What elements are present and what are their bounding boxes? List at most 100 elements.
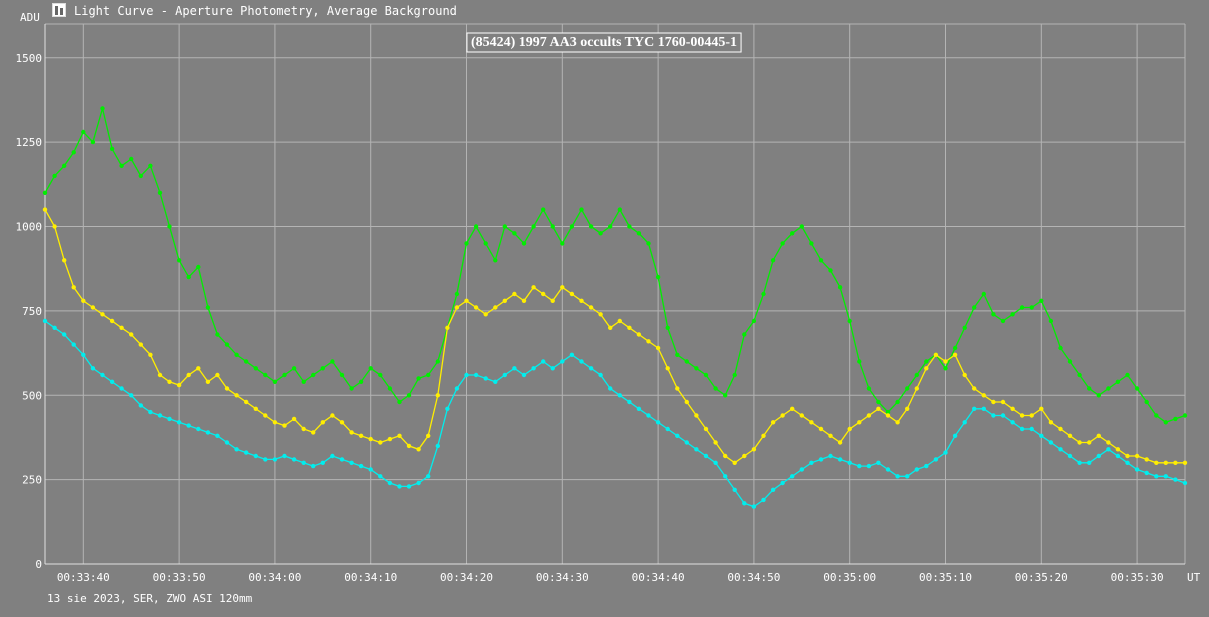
data-point-green (282, 372, 287, 378)
data-point-yellow (138, 342, 143, 347)
data-point-yellow (406, 443, 412, 449)
data-point-yellow (924, 366, 929, 371)
data-point-green (885, 409, 891, 415)
data-point-yellow (770, 420, 776, 425)
data-point-green (876, 399, 881, 405)
data-point-cyan (828, 453, 833, 459)
data-point-green (560, 241, 565, 246)
x-tick-label: 00:34:00 (248, 571, 301, 584)
data-point-green (608, 224, 613, 229)
data-point-green (1019, 305, 1025, 310)
data-point-yellow (148, 352, 153, 357)
light-curve-app-icon[interactable] (52, 3, 66, 17)
data-point-yellow (61, 258, 67, 263)
x-tick-label: 00:34:30 (536, 571, 589, 584)
data-point-yellow (339, 420, 345, 425)
data-point-green (138, 173, 143, 179)
data-point-yellow (1067, 433, 1073, 438)
data-point-yellow (876, 406, 881, 411)
data-point-cyan (320, 460, 325, 465)
data-point-cyan (837, 457, 843, 462)
y-tick-label: 1000 (16, 221, 43, 234)
data-point-green (330, 359, 335, 364)
data-point-green (770, 258, 776, 263)
data-point-yellow (1029, 413, 1034, 418)
data-point-yellow (330, 413, 335, 418)
data-point-green (435, 359, 440, 364)
x-tick-label: 00:33:40 (57, 571, 110, 584)
x-tick-label: 00:35:10 (919, 571, 972, 584)
data-point-yellow (579, 298, 584, 303)
data-point-cyan (1077, 460, 1082, 465)
data-point-yellow (426, 433, 431, 438)
data-point-cyan (627, 399, 632, 405)
data-point-cyan (42, 318, 48, 324)
data-point-green (426, 372, 431, 378)
data-point-green (358, 379, 364, 384)
x-tick-label: 00:35:20 (1015, 571, 1068, 584)
data-point-cyan (435, 443, 440, 449)
y-tick-label: 750 (22, 305, 42, 318)
data-point-cyan (636, 406, 642, 411)
data-point-yellow (866, 413, 872, 418)
data-point-cyan (550, 366, 555, 371)
data-point-yellow (71, 285, 76, 290)
data-point-yellow (157, 372, 163, 378)
data-point-green (119, 163, 124, 168)
data-point-cyan (972, 406, 977, 411)
data-point-yellow (991, 399, 996, 405)
data-point-yellow (828, 433, 833, 438)
data-point-yellow (129, 332, 134, 337)
data-point-cyan (914, 467, 919, 472)
data-point-yellow (1173, 460, 1178, 465)
data-point-cyan (1048, 440, 1054, 445)
series-cyan (42, 318, 1188, 509)
y-tick-label: 0 (35, 558, 42, 571)
data-point-yellow (493, 305, 498, 310)
data-point-yellow (464, 298, 469, 303)
data-point-yellow (186, 372, 191, 378)
data-point-green (1058, 345, 1063, 351)
data-point-green (90, 139, 96, 145)
data-point-yellow (713, 440, 718, 445)
data-point-cyan (196, 426, 201, 432)
data-point-cyan (349, 460, 354, 465)
data-point-green (1067, 359, 1073, 364)
data-point-yellow (1115, 447, 1121, 452)
data-point-cyan (109, 379, 115, 384)
data-point-cyan (119, 386, 124, 391)
data-point-yellow (1019, 413, 1025, 418)
window-title: Light Curve - Aperture Photometry, Avera… (74, 4, 457, 18)
data-point-yellow (387, 436, 393, 442)
data-point-cyan (157, 413, 163, 418)
data-point-cyan (588, 366, 594, 371)
data-point-green (1125, 372, 1130, 378)
data-point-yellow (1077, 440, 1082, 445)
data-point-yellow (109, 318, 115, 324)
series-green (42, 105, 1188, 425)
data-point-cyan (1163, 474, 1169, 479)
data-point-yellow (445, 325, 450, 330)
data-point-yellow (234, 393, 239, 398)
data-point-yellow (253, 406, 258, 411)
data-point-green (646, 241, 651, 246)
data-point-cyan (368, 467, 373, 472)
y-tick-label: 250 (22, 474, 42, 487)
data-point-cyan (339, 457, 345, 462)
data-point-yellow (272, 420, 278, 425)
data-point-cyan (905, 474, 910, 479)
data-point-green (1087, 386, 1092, 391)
data-point-yellow (378, 440, 383, 445)
data-point-cyan (761, 497, 766, 503)
data-point-cyan (617, 393, 622, 398)
data-point-yellow (885, 413, 891, 418)
data-point-green (837, 285, 843, 290)
data-point-cyan (426, 474, 431, 479)
data-point-green (109, 146, 115, 152)
data-point-green (1154, 413, 1159, 418)
data-point-green (473, 224, 479, 229)
data-point-green (665, 325, 670, 330)
data-point-green (713, 386, 718, 391)
data-point-green (81, 129, 86, 135)
